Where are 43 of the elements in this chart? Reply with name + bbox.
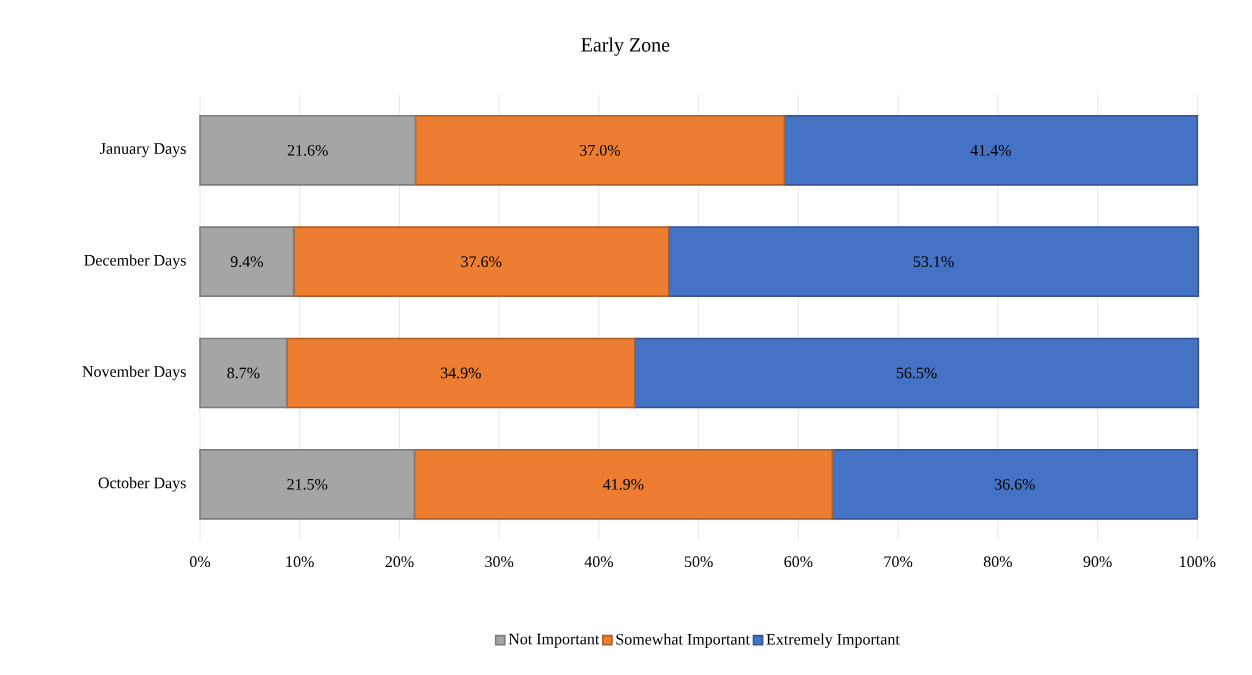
x-tick-label: 60% <box>784 556 813 568</box>
x-tick-label: 0% <box>189 556 211 568</box>
data-label: 53.1% <box>913 256 954 268</box>
x-tick-label: 10% <box>286 556 314 568</box>
bar <box>783 115 1199 186</box>
data-label: 37.0% <box>580 145 621 156</box>
bar <box>285 337 636 409</box>
bar <box>831 449 1199 520</box>
x-tick-label: 50% <box>684 556 713 568</box>
x-tick-label: 20% <box>385 556 414 568</box>
bar <box>199 115 417 186</box>
data-label: 9.4% <box>230 256 263 268</box>
x-tick-label: 70% <box>884 556 913 568</box>
y-tick-label: November Days <box>82 365 186 381</box>
bar <box>667 226 1200 298</box>
data-label: 36.6% <box>994 479 1035 490</box>
x-tick-label: 30% <box>485 556 514 568</box>
y-tick-label: December Days <box>84 254 186 270</box>
legend-label: Somewhat Important <box>616 633 750 649</box>
data-label: 21.5% <box>287 479 328 490</box>
x-tick-label: 90% <box>1083 556 1112 568</box>
data-label: 41.9% <box>603 479 644 490</box>
legend-label: Not Important <box>508 633 600 648</box>
bar <box>199 449 416 520</box>
y-tick-label: January Days <box>100 143 186 158</box>
data-label: 8.7% <box>227 367 260 379</box>
data-label: 41.4% <box>970 145 1011 156</box>
chart-title: Early Zone <box>581 37 670 56</box>
bar <box>199 226 295 298</box>
y-tick-label: October Days <box>98 477 186 492</box>
bar <box>634 337 1200 409</box>
x-tick-label: 100% <box>1180 556 1216 568</box>
x-tick-label: 80% <box>983 556 1012 568</box>
data-label: 56.5% <box>896 367 937 379</box>
data-label: 37.6% <box>461 256 502 268</box>
bar <box>292 226 670 298</box>
data-label: 34.9% <box>440 367 481 379</box>
legend-label: Extremely Important <box>766 633 900 649</box>
bar <box>413 449 834 520</box>
data-label: 21.6% <box>287 145 328 156</box>
x-tick-label: 40% <box>584 556 614 568</box>
bar <box>199 337 288 409</box>
bar <box>414 115 786 186</box>
